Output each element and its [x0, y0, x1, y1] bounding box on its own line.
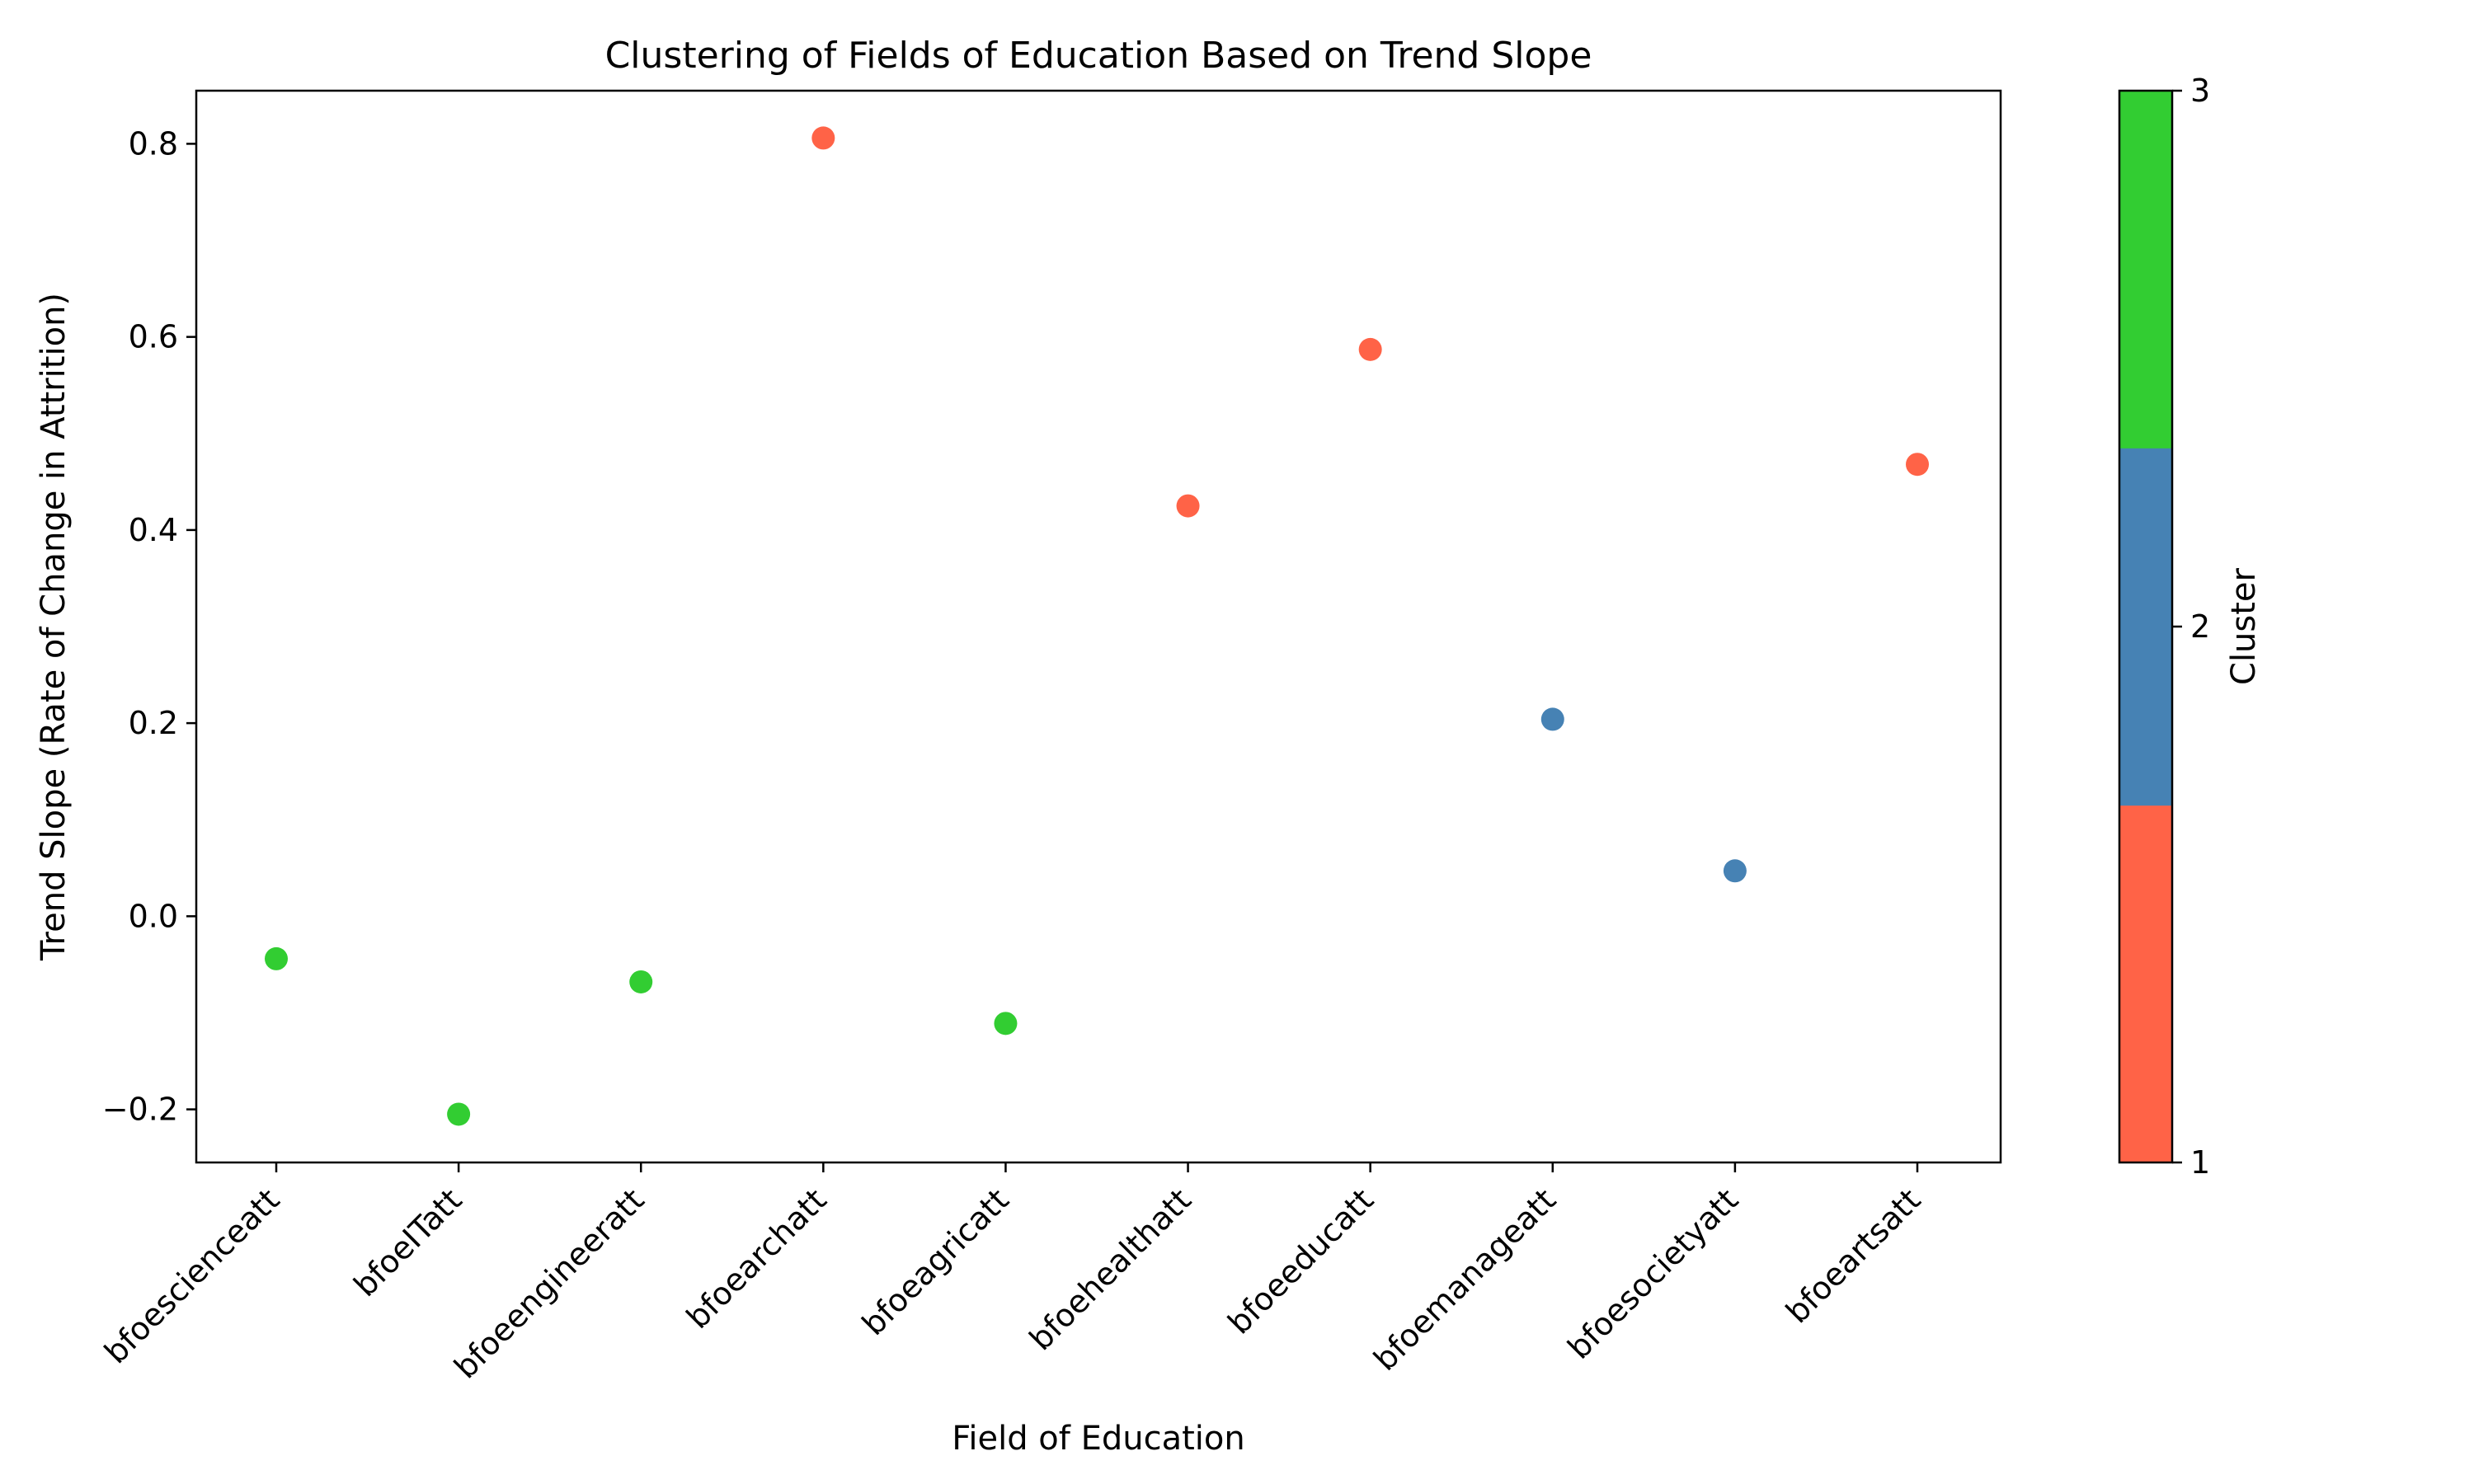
y-tick-label: 0.8 [129, 125, 178, 162]
data-point [447, 1102, 471, 1126]
colorbar-segment [2119, 91, 2172, 448]
x-axis-label: Field of Education [952, 1420, 1244, 1458]
plot-frame [195, 89, 2002, 1164]
data-point [1723, 859, 1747, 883]
y-axis-label: Trend Slope (Rate of Change in Attrition… [35, 293, 73, 961]
colorbar-segment [2119, 448, 2172, 806]
data-point [1540, 707, 1564, 731]
data-point [1358, 337, 1382, 361]
y-tick-label: 0.2 [129, 705, 178, 741]
y-tick-label: 0.0 [129, 898, 178, 934]
y-tick-label: 0.4 [129, 512, 178, 548]
colorbar-tick-label: 2 [2190, 608, 2210, 645]
colorbar-label: Cluster [2225, 567, 2263, 685]
y-tick-label: 0.6 [129, 319, 178, 355]
chart-title: Clustering of Fields of Education Based … [605, 35, 1592, 77]
colorbar-tick-label: 1 [2190, 1144, 2210, 1181]
data-point [265, 946, 288, 970]
data-point [811, 126, 835, 150]
data-point [629, 970, 653, 993]
data-point [1176, 494, 1200, 518]
data-point [994, 1012, 1018, 1036]
y-tick-label: −0.2 [102, 1092, 178, 1128]
colorbar: 1 2 3 [2118, 73, 2210, 1181]
colorbar-segment [2119, 805, 2172, 1163]
colorbar-tick-label: 3 [2190, 73, 2210, 109]
data-point [1906, 453, 1929, 477]
